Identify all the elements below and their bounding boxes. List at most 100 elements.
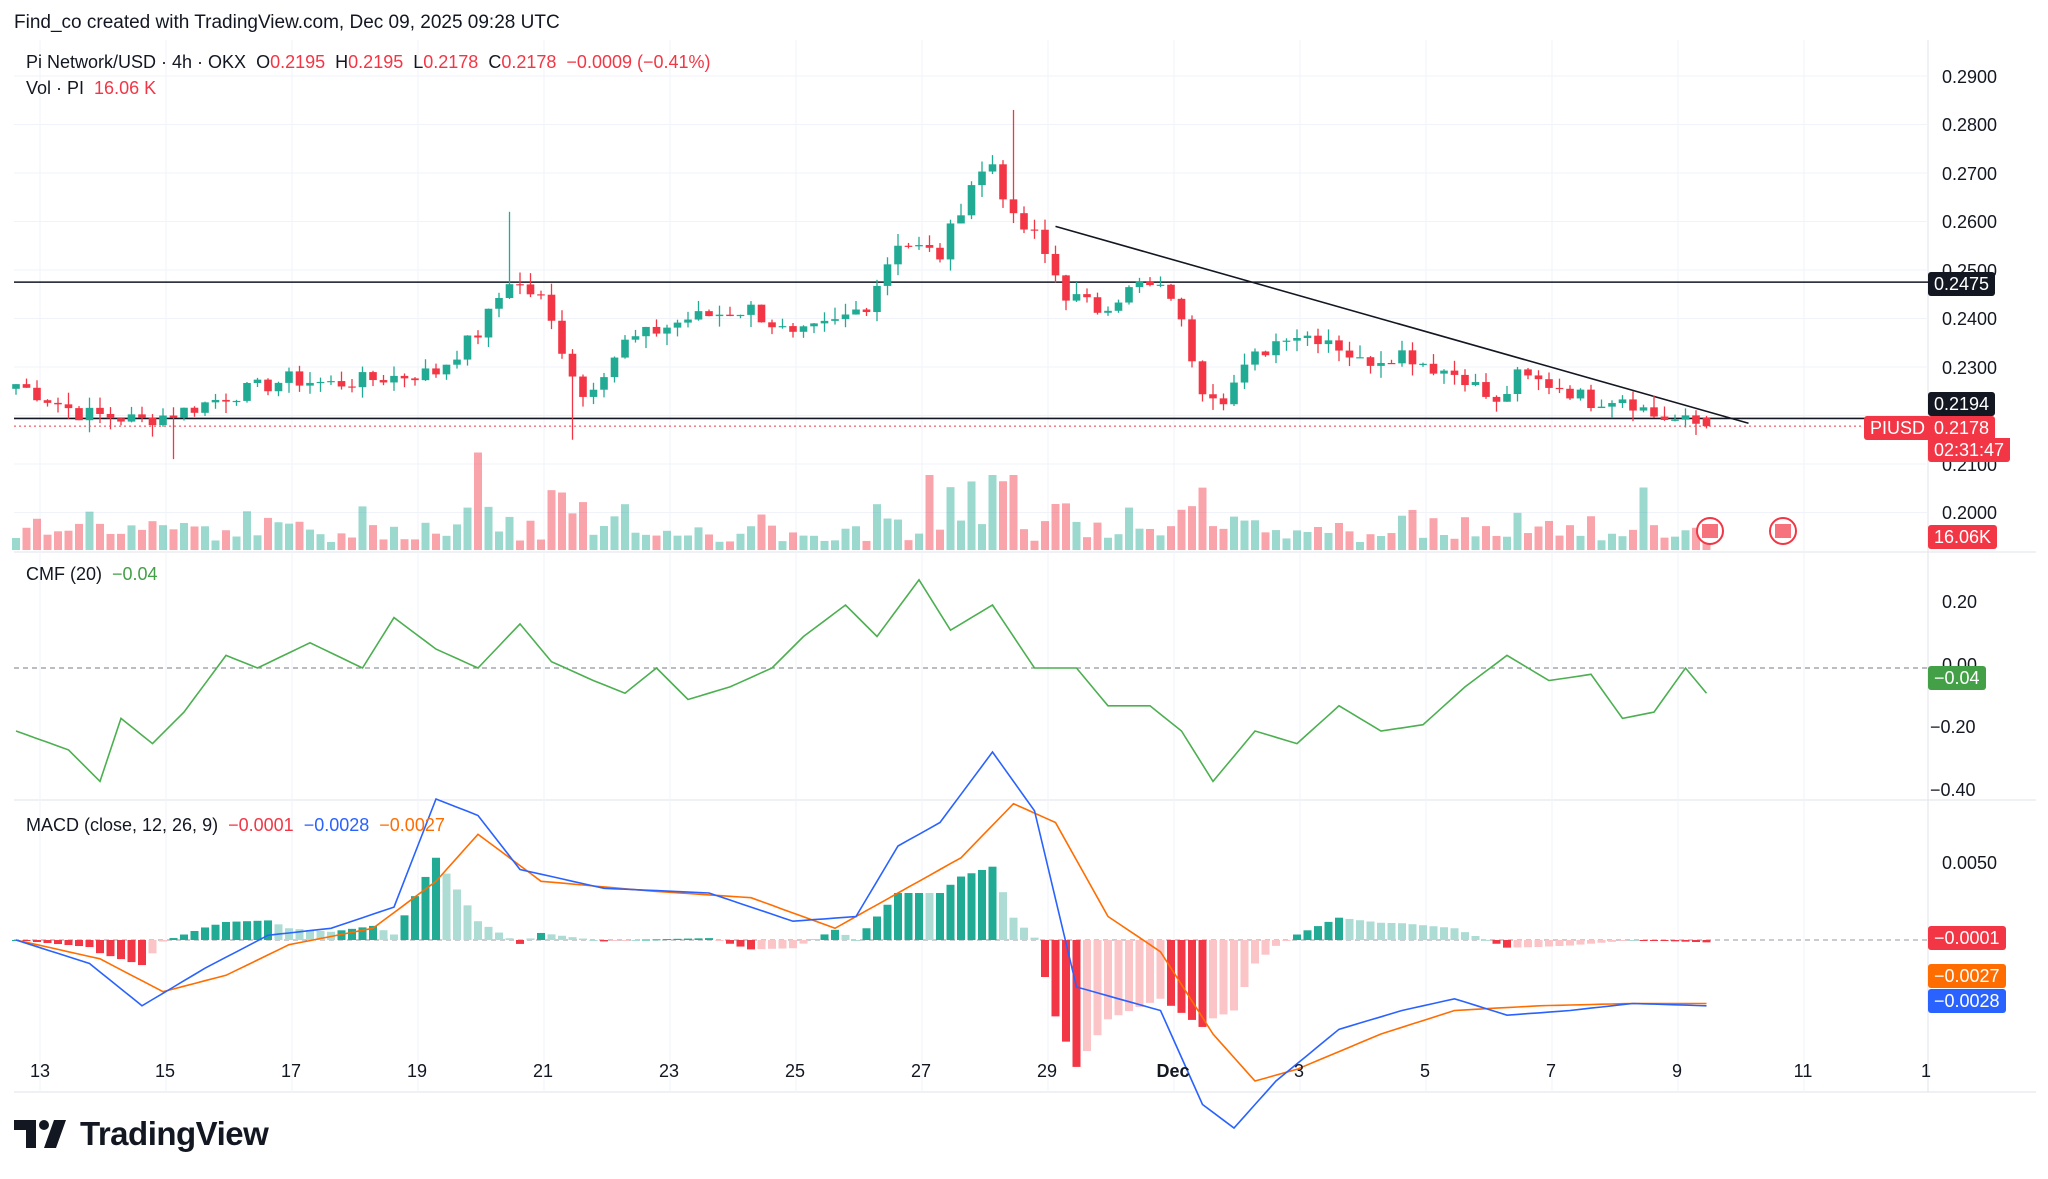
macd-histogram-bar <box>1125 940 1133 1012</box>
volume-bar <box>1135 528 1144 550</box>
macd-histogram-bar <box>999 892 1007 940</box>
volume-bar <box>820 540 829 550</box>
candle <box>33 387 41 401</box>
macd-histogram-bar <box>1576 940 1585 945</box>
low-value: 0.2178 <box>423 52 479 72</box>
tradingview-logo[interactable]: TradingView <box>14 1115 269 1153</box>
macd-histogram-bar <box>1366 921 1375 940</box>
macd-line-value: −0.0028 <box>303 815 370 835</box>
macd-histogram-bar <box>715 940 724 941</box>
macd-histogram-bar <box>138 940 146 966</box>
level-lower-tag[interactable]: 0.2194 <box>1928 392 1996 416</box>
candle <box>222 399 230 402</box>
time-label: 5 <box>1419 1061 1431 1081</box>
volume-bar <box>33 518 41 550</box>
macd-histogram-bar <box>421 876 430 940</box>
macd-histogram-bar <box>1041 940 1049 978</box>
macd-histogram-bar <box>799 940 808 944</box>
macd-histogram-bar <box>705 938 713 940</box>
volume-bar <box>526 520 535 550</box>
macd-histogram-bar <box>736 940 745 947</box>
macd-histogram-bar <box>22 940 31 942</box>
volume-bar <box>547 490 556 550</box>
open-label: O <box>256 52 271 72</box>
cmf-label[interactable]: CMF (20) <box>26 564 102 584</box>
macd-histogram-bar <box>96 940 104 954</box>
volume-bar <box>1209 526 1217 550</box>
volume-bar <box>484 506 493 550</box>
candle <box>232 400 241 403</box>
volume-bar <box>1093 522 1102 550</box>
volume-bar <box>337 533 346 550</box>
candle <box>1555 387 1564 390</box>
candle <box>1671 419 1679 421</box>
candle <box>1314 335 1322 345</box>
macd-histogram-bar <box>516 940 524 944</box>
macd-histogram-bar <box>1398 923 1406 940</box>
candle <box>1345 350 1354 358</box>
macd-histogram-bar <box>243 921 251 940</box>
candle <box>1681 415 1690 420</box>
candle <box>484 308 493 338</box>
candle <box>915 245 923 247</box>
candle <box>1639 407 1648 411</box>
macd-histogram-bar <box>180 934 188 940</box>
macd-histogram-bar <box>1450 928 1459 940</box>
volume-bar <box>1618 536 1627 550</box>
candle <box>652 326 661 334</box>
candle <box>631 336 640 340</box>
macd-histogram-bar <box>852 940 860 941</box>
price-tick: 0.2700 <box>1942 164 1998 184</box>
macd-histogram-bar <box>148 940 157 954</box>
volume-bar <box>358 506 367 550</box>
symbol-label[interactable]: Pi Network/USD · 4h · OKX <box>26 52 247 72</box>
volume-bar <box>936 529 944 550</box>
macd-histogram-bar <box>474 921 482 940</box>
macd-histogram-bar <box>1230 940 1238 1011</box>
macd-histogram-bar <box>1408 924 1417 940</box>
candle <box>1377 362 1385 366</box>
macd-histogram-bar <box>117 940 125 960</box>
candle <box>747 304 755 315</box>
macd-histogram-bar <box>274 924 283 940</box>
macd-label[interactable]: MACD (close, 12, 26, 9) <box>26 815 219 835</box>
macd-histogram-bar <box>1020 927 1028 940</box>
macd-histogram-bar <box>1639 940 1648 941</box>
macd-histogram-bar <box>810 939 818 941</box>
candle <box>883 264 892 286</box>
volume-bar <box>1030 540 1039 550</box>
volume-bar <box>211 540 220 550</box>
candle <box>1408 350 1417 365</box>
volume-bar <box>757 514 766 550</box>
volume-label[interactable]: Vol · PI <box>26 78 85 98</box>
macd-histogram-bar <box>537 932 545 940</box>
volume-bar <box>516 540 524 550</box>
macd-histogram-bar <box>1650 940 1658 941</box>
candle <box>1072 294 1081 301</box>
candle <box>1230 382 1238 405</box>
macd-histogram-bar <box>1492 940 1501 944</box>
volume-bar <box>442 535 451 550</box>
macd-histogram-bar <box>988 866 997 940</box>
candle <box>1282 340 1291 342</box>
candle <box>810 323 818 327</box>
level-upper-tag[interactable]: 0.2475 <box>1928 272 1996 296</box>
volume-bar <box>1104 537 1112 550</box>
volume-bar <box>432 533 440 550</box>
volume-bar <box>957 520 965 550</box>
macd-histogram-bar <box>463 905 472 940</box>
volume-bar <box>1335 522 1343 550</box>
volume-bar <box>264 517 272 550</box>
volume-bar <box>568 513 577 550</box>
volume-bar <box>1377 536 1385 550</box>
candle <box>925 245 934 248</box>
candle <box>1272 341 1280 356</box>
macd-line <box>15 750 1707 1130</box>
time-label: 17 <box>280 1061 302 1081</box>
macd-histogram-bar <box>1503 940 1511 948</box>
macd-histogram-bar <box>64 940 73 946</box>
macd-histogram-bar <box>1377 922 1385 940</box>
volume-bar <box>1251 520 1259 550</box>
candle <box>967 185 976 216</box>
